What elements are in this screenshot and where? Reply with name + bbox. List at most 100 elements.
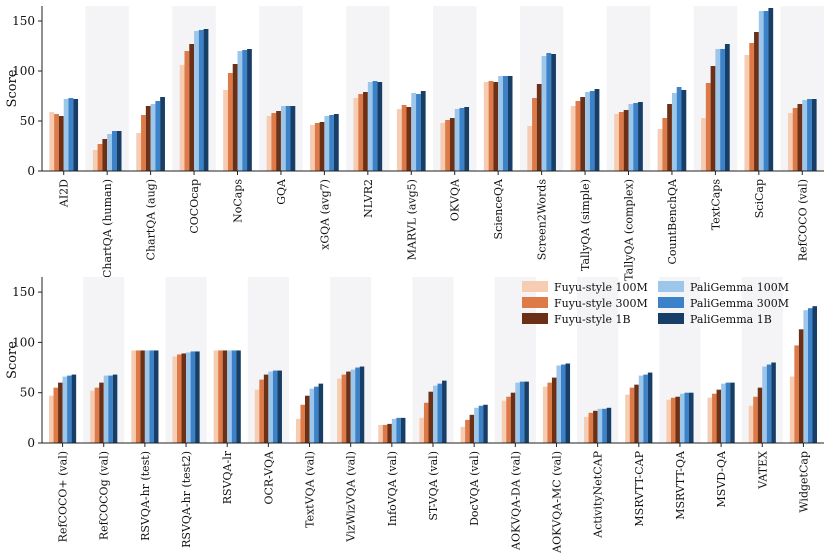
bar — [802, 100, 808, 171]
bar — [103, 375, 109, 443]
bar — [355, 367, 360, 443]
bar — [715, 49, 721, 171]
bar — [710, 66, 716, 171]
bar — [787, 113, 793, 171]
bar — [396, 109, 402, 171]
bar — [707, 397, 713, 443]
bar — [48, 395, 54, 443]
bar — [304, 395, 310, 443]
x-tick-label: RefCOCOg (val) — [98, 451, 111, 540]
bar — [232, 64, 238, 171]
bar — [172, 356, 177, 443]
bar — [160, 97, 165, 171]
bar — [547, 382, 552, 443]
bar — [144, 350, 150, 443]
x-tick-label: TextVQA (val) — [304, 451, 317, 528]
legend-label: Fuyu-style 100M — [554, 281, 648, 294]
bar — [789, 376, 795, 443]
x-tick-label: CountBenchQA — [666, 178, 679, 265]
bar — [353, 98, 359, 171]
bar — [758, 11, 764, 171]
bar — [136, 133, 142, 171]
bar — [90, 390, 95, 443]
bar — [346, 371, 351, 443]
bar — [396, 417, 401, 443]
bar — [198, 30, 204, 171]
bar — [792, 108, 798, 171]
bar — [524, 381, 529, 443]
bar — [469, 414, 475, 443]
y-tick-label: 150 — [12, 14, 35, 28]
bar — [420, 91, 426, 171]
x-tick-label: SciCap — [753, 179, 766, 218]
bar — [501, 400, 507, 443]
bar — [705, 83, 711, 171]
bar — [195, 351, 200, 443]
bar — [223, 90, 228, 171]
bar — [236, 350, 241, 443]
bar — [807, 308, 813, 443]
bar — [155, 101, 161, 171]
x-tick-label: OCR-VQA — [262, 450, 275, 505]
bar — [807, 99, 812, 171]
bar — [68, 98, 74, 171]
bar — [584, 416, 589, 443]
bar — [314, 123, 320, 171]
legend-swatch — [522, 281, 548, 292]
bar — [218, 350, 223, 443]
bar — [763, 11, 769, 171]
x-tick-label: TallyQA (complex) — [623, 179, 636, 281]
bar — [112, 374, 118, 443]
bar — [570, 106, 576, 171]
x-tick-label: MARVL (avg5) — [405, 179, 418, 260]
bar — [488, 81, 494, 171]
bar — [341, 374, 347, 443]
bar — [536, 84, 542, 171]
x-tick-label: RefCOCO (val) — [796, 179, 809, 261]
bar — [227, 350, 232, 443]
bar — [561, 364, 566, 443]
x-tick-label: AOKVQA-MC (val) — [550, 451, 563, 554]
y-tick-label: 100 — [12, 335, 35, 349]
x-tick-label: InfoVQA (val) — [386, 451, 399, 526]
bar — [141, 115, 146, 171]
bar — [498, 76, 503, 171]
y-tick-label: 0 — [27, 164, 35, 178]
bar — [391, 418, 397, 443]
bar — [49, 112, 55, 171]
legend-swatch — [522, 313, 548, 324]
bar — [460, 426, 466, 443]
bar — [62, 376, 68, 443]
bar — [111, 131, 117, 171]
x-tick-label: MSRVTT-QA — [674, 450, 687, 520]
x-tick-label: DocVQA (val) — [468, 451, 481, 526]
bar — [189, 44, 195, 171]
x-tick-label: Screen2Words — [536, 179, 549, 261]
bar — [527, 126, 533, 171]
x-tick-label: ScienceQA — [492, 178, 505, 239]
x-tick-label: MSRVTT-CAP — [633, 450, 646, 526]
bar — [363, 92, 368, 171]
bar — [478, 405, 484, 443]
bar — [771, 362, 776, 443]
x-tick-label: OKVQA — [449, 178, 462, 221]
bar — [602, 408, 607, 443]
bar — [382, 424, 388, 443]
legend-label: PaliGemma 1B — [690, 313, 772, 326]
bar — [454, 109, 460, 171]
bar — [679, 393, 685, 443]
bar — [449, 118, 455, 171]
bar — [502, 76, 508, 171]
bar — [753, 396, 758, 443]
bar — [670, 397, 676, 443]
bar — [116, 131, 122, 171]
bar — [515, 382, 520, 443]
bar — [647, 372, 653, 443]
bar — [681, 90, 687, 171]
bar — [58, 382, 63, 443]
bar — [721, 383, 726, 443]
bar — [310, 125, 315, 171]
bar — [556, 365, 562, 443]
bar — [762, 366, 767, 443]
